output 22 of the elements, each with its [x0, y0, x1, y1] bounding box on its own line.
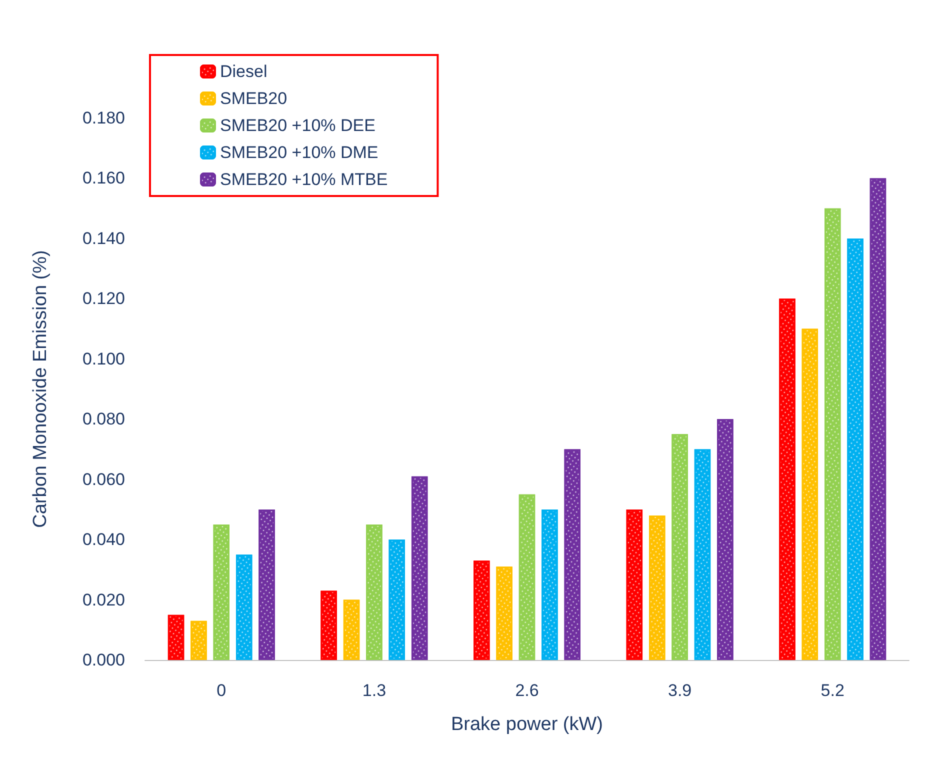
x-tick-label: 2.6 [515, 681, 539, 700]
y-tick-label: 0.140 [82, 228, 125, 248]
x-axis-title: Brake power (kW) [450, 714, 604, 735]
y-tick-label: 0.040 [82, 530, 125, 550]
y-axis-title: Carbon Monooxide Emission (%) [30, 250, 51, 528]
y-tick-label: 0.000 [82, 650, 125, 670]
legend-label: Diesel [220, 62, 268, 81]
legend-label: SMEB20 [220, 89, 288, 108]
y-tick-label: 0.080 [82, 410, 125, 429]
y-tick-label: 0.020 [82, 590, 125, 610]
legend-label: SMEB20 +10% DME [220, 143, 378, 162]
y-tick-label: 0.120 [82, 289, 125, 308]
legend-label: SMEB20 +10% MTBE [220, 170, 388, 189]
y-tick-label: 0.180 [82, 108, 125, 128]
y-tick-label: 0.060 [82, 470, 125, 489]
y-tick-label: 0.160 [82, 168, 125, 188]
x-tick-label: 0 [216, 681, 226, 700]
x-tick-label: 3.9 [668, 681, 692, 700]
y-tick-label: 0.100 [82, 349, 125, 368]
legend-label: SMEB20 +10% DEE [220, 116, 376, 135]
x-tick-label: 5.2 [820, 681, 844, 700]
x-tick-label: 1.3 [362, 681, 386, 700]
